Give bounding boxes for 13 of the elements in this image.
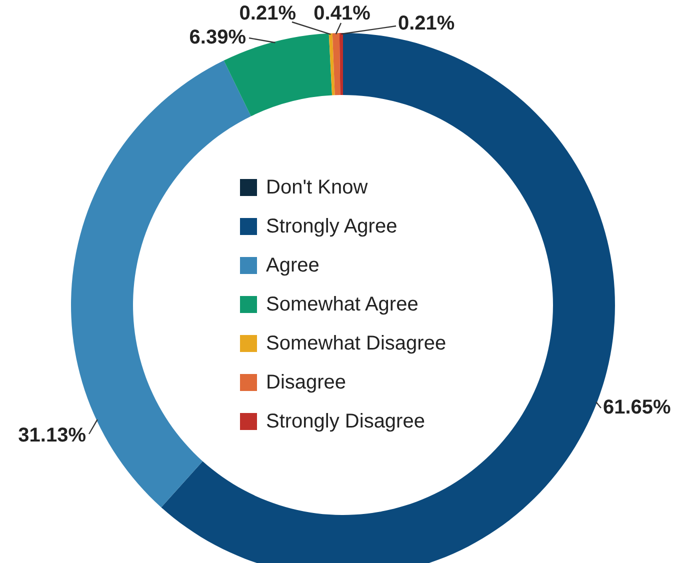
legend-label: Don't Know: [266, 176, 368, 198]
legend-label: Strongly Disagree: [266, 410, 425, 432]
legend-label: Strongly Agree: [266, 215, 398, 238]
legend-label: Somewhat Disagree: [266, 332, 446, 354]
data-label: 31.13%: [18, 424, 86, 446]
legend-label: Somewhat Agree: [266, 293, 418, 316]
legend-label: Disagree: [266, 371, 346, 394]
data-label: 0.21%: [239, 2, 296, 24]
data-label: 61.65%: [603, 396, 672, 418]
data-label: 6.39%: [189, 26, 246, 48]
data-label: 0.21%: [398, 12, 455, 34]
data-label: 0.41%: [314, 2, 371, 24]
legend-label: Agree: [266, 254, 320, 276]
